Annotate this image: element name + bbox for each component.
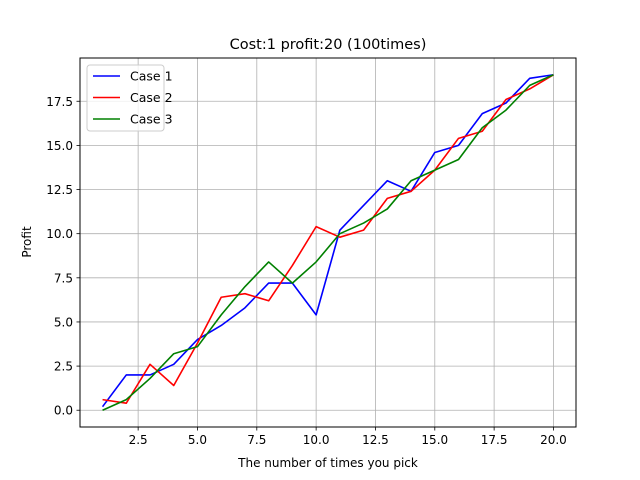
y-tick-label: 15.0	[46, 139, 73, 153]
y-tick-label: 12.5	[46, 183, 73, 197]
y-tick-label: 10.0	[46, 227, 73, 241]
chart-title: Cost:1 profit:20 (100times)	[230, 37, 427, 53]
legend-label-case-2: Case 2	[130, 90, 173, 105]
series-line-case-3	[102, 74, 554, 411]
x-tick-label: 12.5	[362, 433, 389, 447]
plot-area-frame	[79, 57, 577, 428]
x-tick-label: 17.5	[481, 433, 508, 447]
y-axis-label: Profit	[20, 226, 34, 258]
x-tick-label: 15.0	[421, 433, 448, 447]
y-tick-label: 0.0	[54, 404, 73, 418]
x-tick-label: 2.5	[129, 433, 148, 447]
x-tick-label: 10.0	[303, 433, 330, 447]
series-line-case-1	[101, 73, 554, 408]
y-tick-label: 5.0	[54, 315, 73, 329]
legend-box	[86, 64, 165, 132]
legend-label-case-1: Case 1	[130, 69, 173, 84]
legend-label-case-3: Case 3	[130, 112, 173, 127]
x-tick-label: 20.0	[540, 433, 567, 447]
x-axis-label: The number of times you pick	[237, 456, 418, 470]
y-tick-label: 7.5	[54, 271, 73, 285]
y-tick-label: 17.5	[46, 95, 73, 109]
legend: Case 1 Case 2 Case 3	[86, 64, 173, 132]
x-tick-label: 5.0	[188, 433, 207, 447]
y-tick-label: 2.5	[54, 360, 73, 374]
x-tick-label: 7.5	[247, 433, 266, 447]
